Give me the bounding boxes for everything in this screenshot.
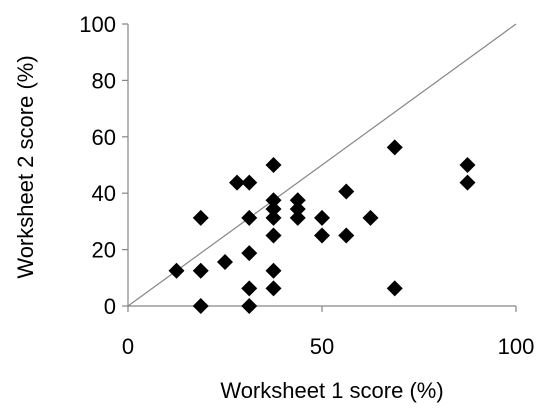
data-point bbox=[459, 174, 476, 191]
data-point bbox=[338, 227, 355, 244]
x-tick-label: 50 bbox=[310, 334, 334, 359]
data-point bbox=[265, 280, 282, 297]
data-point bbox=[289, 209, 306, 226]
y-tick-label: 80 bbox=[92, 68, 116, 93]
data-point bbox=[241, 174, 258, 191]
y-tick-label: 60 bbox=[92, 125, 116, 150]
data-point bbox=[265, 209, 282, 226]
y-tick-label: 20 bbox=[92, 238, 116, 263]
y-tick-label: 40 bbox=[92, 181, 116, 206]
data-points bbox=[168, 139, 476, 314]
identity-line bbox=[127, 23, 517, 307]
data-point bbox=[192, 262, 209, 279]
reference-line-layer bbox=[127, 23, 517, 307]
x-tick-label: 100 bbox=[498, 334, 535, 359]
data-point bbox=[265, 157, 282, 173]
x-tick-label: 0 bbox=[122, 334, 134, 359]
data-point bbox=[168, 262, 185, 279]
y-axis-title: Worksheet 2 score (%) bbox=[13, 55, 38, 278]
data-point bbox=[192, 209, 209, 226]
data-point bbox=[314, 227, 330, 244]
tick-labels: 0 20 40 60 80 100 0 50 100 bbox=[79, 12, 534, 359]
data-point bbox=[241, 245, 258, 262]
axes bbox=[122, 23, 517, 312]
data-point bbox=[229, 174, 246, 191]
y-tick-label: 0 bbox=[104, 294, 116, 319]
data-point bbox=[192, 298, 209, 314]
data-point bbox=[265, 227, 282, 244]
x-axis-title: Worksheet 1 score (%) bbox=[220, 378, 443, 403]
data-point bbox=[314, 209, 330, 226]
data-point bbox=[265, 262, 282, 279]
data-point bbox=[386, 139, 403, 156]
data-point bbox=[386, 280, 403, 297]
data-point bbox=[362, 209, 379, 226]
data-point bbox=[289, 200, 306, 217]
data-point bbox=[217, 254, 233, 271]
data-point bbox=[241, 298, 258, 314]
data-point bbox=[241, 209, 258, 226]
data-point bbox=[289, 192, 306, 209]
data-point bbox=[265, 192, 282, 209]
data-point bbox=[265, 200, 282, 217]
data-point bbox=[459, 157, 476, 173]
y-tick-label: 100 bbox=[79, 12, 116, 37]
data-point bbox=[241, 280, 258, 297]
data-point bbox=[338, 183, 355, 200]
